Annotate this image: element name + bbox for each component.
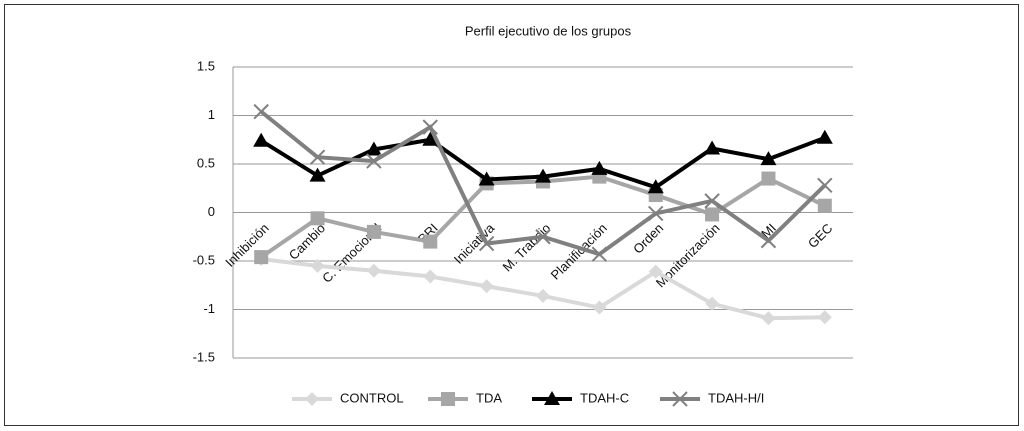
marker [817, 310, 832, 325]
marker [591, 160, 608, 175]
marker [422, 119, 438, 135]
y-tick-label: 0 [208, 204, 215, 219]
marker [310, 258, 325, 273]
marker [365, 141, 382, 156]
y-tick-label: 1 [208, 107, 215, 122]
marker [592, 300, 607, 315]
marker [816, 129, 833, 144]
marker [305, 392, 319, 406]
marker [591, 246, 608, 262]
y-tick-label: -0.5 [193, 252, 215, 267]
marker [310, 211, 325, 226]
chart-title: Perfil ejecutivo de los grupos [465, 23, 632, 38]
marker [423, 269, 438, 284]
marker [309, 149, 326, 165]
marker [479, 279, 494, 294]
y-tick-label: 1.5 [197, 58, 215, 73]
marker [761, 171, 776, 186]
legend-item: TDAH-H/I [660, 390, 764, 407]
marker [760, 151, 777, 166]
marker [478, 171, 495, 186]
y-tick-label: -1 [203, 301, 215, 316]
marker [704, 193, 720, 209]
marker [672, 391, 688, 407]
marker [535, 168, 551, 183]
marker [422, 131, 439, 146]
legend-label: TDA [476, 390, 502, 405]
marker [761, 311, 776, 326]
marker [760, 232, 777, 249]
marker [366, 263, 381, 278]
marker [535, 229, 551, 245]
legend-label: TDAH-C [580, 390, 629, 405]
marker [648, 205, 664, 222]
marker [253, 103, 269, 120]
marker [253, 132, 270, 147]
marker [309, 167, 326, 182]
marker [648, 264, 663, 279]
marker [536, 288, 550, 303]
chart-frame [4, 4, 1019, 426]
marker [366, 224, 381, 239]
marker [478, 235, 495, 252]
marker [366, 153, 382, 169]
marker [441, 392, 455, 406]
legend-item: CONTROL [292, 390, 404, 406]
legend-label: TDAH-H/I [708, 390, 764, 405]
marker [705, 296, 720, 311]
marker [254, 250, 269, 265]
marker [423, 234, 438, 249]
legend-item: TDAH-C [532, 390, 629, 405]
marker [704, 140, 721, 155]
marker [544, 391, 560, 405]
y-tick-label: -1.5 [193, 349, 215, 364]
marker [647, 179, 664, 194]
y-tick-label: 0.5 [197, 155, 215, 170]
legend-label: CONTROL [340, 390, 404, 405]
marker [817, 198, 832, 213]
marker [705, 207, 720, 222]
marker [817, 177, 833, 194]
legend-item: TDA [428, 390, 502, 406]
